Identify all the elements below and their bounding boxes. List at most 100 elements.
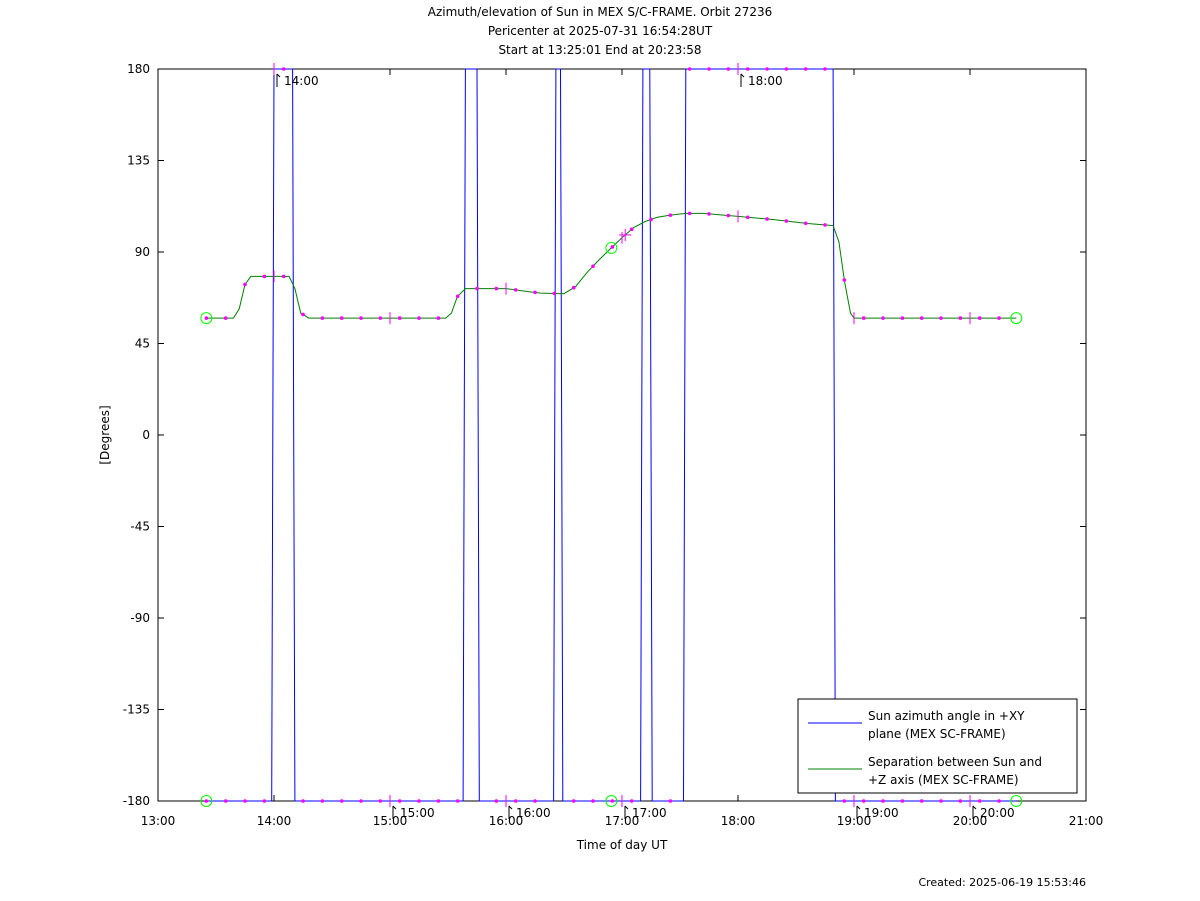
azimuth-sample-marker [823,67,827,71]
separation-sample-marker [571,285,576,290]
event-circle-marker [1010,795,1023,807]
y-axis-label: [Degrees] [98,405,112,464]
hour-marker-arrow [972,805,977,810]
azimuth-sample-marker [629,799,634,803]
y-tick-label: -45 [130,520,150,534]
separation-sample-marker [378,316,383,320]
azimuth-sample-marker [687,67,692,71]
created-timestamp: Created: 2025-06-19 15:53:46 [918,876,1086,889]
hour-marker-arrow [740,73,745,78]
azimuth-sample-marker [784,67,789,71]
separation-sample-marker [861,316,866,320]
azimuth-sample-marker [610,799,615,803]
separation-sample-marker [997,316,1001,320]
separation-sample-marker [359,316,363,320]
azimuth-sample-marker [339,799,344,803]
x-tick-label: 18:00 [721,814,756,828]
azimuth-sample-marker [707,67,711,71]
hour-marker-arrow [856,805,861,810]
separation-sample-marker [204,316,209,320]
azimuth-sample-marker [378,799,383,803]
hour-marker-label: 15:00 [400,806,435,820]
separation-sample-marker [629,227,634,232]
y-tick-label: 0 [142,428,150,442]
azimuth-sample-marker [958,799,963,803]
x-tick-label: 19:00 [837,814,872,828]
legend-label: Sun azimuth angle in +XY [868,709,1025,723]
azimuth-sample-marker [842,799,847,803]
separation-sample-marker [900,316,905,320]
azimuth-sample-marker [803,67,808,71]
azimuth-sample-marker [765,67,769,71]
separation-sample-marker [455,294,460,299]
azimuth-sample-marker [243,799,247,803]
y-tick-label: 180 [127,62,150,76]
azimuth-sample-marker [591,799,595,803]
separation-sample-marker [649,217,653,222]
separation-sample-marker [803,221,808,226]
azimuth-sample-marker [204,799,209,803]
separation-sample-marker [707,212,711,216]
separation-sample-marker [320,316,325,320]
y-tick-label: 90 [135,245,150,259]
hour-marker-arrow [508,805,513,810]
x-tick-label: 16:00 [489,814,524,828]
y-tick-label: -90 [130,611,150,625]
y-tick-label: 135 [127,154,150,168]
legend-label: plane (MEX SC-FRAME) [868,727,1006,741]
legend-label: Separation between Sun and [868,755,1042,769]
azimuth-sample-marker [668,799,673,803]
legend: Sun azimuth angle in +XY plane (MEX SC-FR… [797,698,1078,794]
hour-marker-label: 17:00 [632,806,667,820]
separation-sample-marker [533,290,537,295]
separation-sample-marker [397,316,402,320]
azimuth-sample-marker [513,799,518,803]
separation-sample-marker [436,316,441,320]
azimuth-sample-marker [900,799,905,803]
azimuth-sample-marker [397,799,402,803]
event-circle-marker [200,795,213,807]
separation-sample-marker [668,213,673,217]
x-tick-label: 20:00 [953,814,988,828]
azimuth-sample-marker [881,799,885,803]
separation-sample-marker [301,312,305,317]
azimuth-series-line [206,68,1017,802]
hour-marker-arrow [276,73,281,78]
azimuth-sample-marker [320,799,325,803]
y-tick-label: 45 [135,337,150,351]
azimuth-sample-marker [262,799,267,803]
event-circle-marker [1010,312,1023,325]
event-circle-marker [605,241,618,254]
event-circle-marker [200,312,213,325]
separation-sample-marker [726,213,731,218]
chart-title-line-2: Pericenter at 2025-07-31 16:54:28UT [487,24,713,38]
separation-sample-marker [610,245,615,249]
chart-title-line-1: Azimuth/elevation of Sun in MEX S/C-FRAM… [427,5,773,19]
azimuth-sample-marker [997,799,1001,803]
x-axis-label: Time of day UT [576,838,668,852]
separation-sample-marker [784,219,789,223]
separation-sample-marker [881,316,885,320]
azimuth-sample-marker [977,799,982,803]
separation-sample-marker [687,211,692,216]
azimuth-sample-marker [223,799,228,803]
event-circle-marker [605,795,618,807]
x-tick-label: 13:00 [141,814,176,828]
separation-sample-marker [977,316,982,320]
separation-sample-marker [339,316,344,320]
azimuth-sample-marker [726,67,731,71]
hour-marker-arrow [392,805,397,810]
separation-sample-marker [591,264,595,268]
legend-label: +Z axis (MEX SC-FRAME) [868,773,1019,787]
azimuth-sample-marker [861,799,866,803]
y-tick-label: -135 [123,703,150,717]
x-tick-label: 15:00 [373,814,408,828]
azimuth-sample-marker [436,799,441,803]
azimuth-sample-marker [745,67,750,71]
separation-sample-marker [552,291,557,296]
hour-marker-label: 14:00 [284,74,319,88]
azimuth-sample-marker [919,799,924,803]
azimuth-sample-marker [281,67,286,71]
separation-sample-marker [281,274,286,279]
